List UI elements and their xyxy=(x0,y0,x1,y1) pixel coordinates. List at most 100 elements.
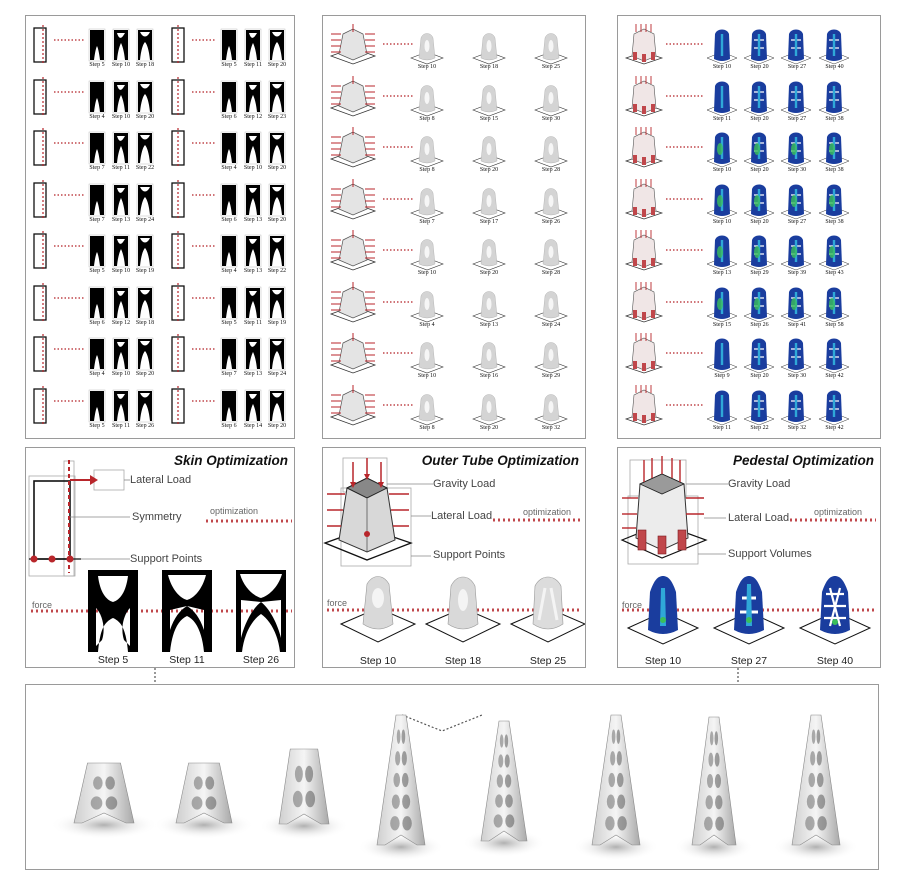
step-caption: Step 29 xyxy=(750,270,769,276)
tube-study-row: Step 10 Step 20 Step 28 xyxy=(323,230,585,282)
step-caption: Step 11 xyxy=(244,62,262,68)
step-caption: Step 22 xyxy=(135,165,155,171)
tube-diagram xyxy=(323,457,585,643)
step-caption: Step 10 xyxy=(712,167,732,173)
step-caption: Step 11 xyxy=(112,422,130,429)
step-caption: Step 20 xyxy=(479,424,499,431)
step-caption: Step 20 xyxy=(750,115,769,122)
step-caption: Step 26 xyxy=(750,321,769,328)
skin-study-row: Step 5 Step 10 Step 19 Step 4 Step 13 Step 22 xyxy=(26,230,294,282)
step-caption: Step 8 xyxy=(419,115,435,122)
step-caption: Step 7 xyxy=(221,371,237,377)
step-caption: Step 6 xyxy=(221,422,237,429)
step-caption: Step 58 xyxy=(825,321,844,328)
step-caption: Step 19 xyxy=(135,268,155,274)
final-towers-panel xyxy=(25,684,879,870)
pedestal-step-render xyxy=(798,576,872,645)
step-caption: Step 8 xyxy=(419,167,435,173)
step-caption: Step 26 xyxy=(541,218,561,225)
step-caption: Step 18 xyxy=(135,319,155,326)
skin-studies-panel: Step 5 Step 10 Step 18 Step 5 Step 11 Step 20… xyxy=(25,15,295,439)
step-caption: Step 26 xyxy=(135,422,155,429)
step-caption: Step 19 xyxy=(267,319,287,326)
step-caption: Step 20 xyxy=(267,422,287,429)
step-caption: Step 7 xyxy=(89,216,105,223)
lateral-load-label: Lateral Load xyxy=(431,510,493,522)
lateral-load-label: Lateral Load xyxy=(728,512,790,524)
step-caption: Step 15 xyxy=(479,115,499,122)
support-points-label: Support Points xyxy=(433,549,506,561)
step-caption: Step 13 xyxy=(111,216,131,223)
pedestal-study-row: Step 11 Step 22 Step 32 Step 42 xyxy=(618,384,880,437)
gravity-load-label: Gravity Load xyxy=(728,478,791,490)
step-caption: Step 38 xyxy=(825,218,844,225)
tube-step-render xyxy=(339,576,417,643)
skin-study-row: Step 5 Step 10 Step 18 Step 5 Step 11 Step 20 xyxy=(26,24,294,76)
step-caption: Step 32 xyxy=(787,424,807,431)
skin-study-graphics xyxy=(33,282,286,322)
pedestal-step-label: Step 27 xyxy=(730,655,768,667)
step-caption: Step 14 xyxy=(243,422,263,429)
step-caption: Step 22 xyxy=(750,424,769,431)
pedestal-study-row: Step 9 Step 20 Step 30 Step 42 xyxy=(618,333,880,385)
tower-render xyxy=(153,762,255,839)
step-caption: Step 5 xyxy=(221,319,237,326)
step-caption: Step 28 xyxy=(541,167,561,173)
tube-study-graphics xyxy=(329,230,568,271)
tube-step-label: Step 18 xyxy=(444,655,482,667)
tube-study-row: Step 10 Step 18 Step 25 xyxy=(323,24,585,76)
step-caption: Step 4 xyxy=(89,371,105,377)
step-caption: Step 30 xyxy=(787,167,807,173)
step-caption: Step 42 xyxy=(825,424,844,431)
step-caption: Step 13 xyxy=(243,371,263,377)
skin-step-label: Step 26 xyxy=(242,654,280,666)
optimization-label: optimization xyxy=(210,506,259,516)
step-caption: Step 10 xyxy=(111,268,131,274)
step-caption: Step 29 xyxy=(541,373,561,379)
step-caption: Step 15 xyxy=(712,321,732,328)
pedestal-step-render xyxy=(626,576,700,645)
pedestal-study-row: Step 15 Step 26 Step 41 Step 58 xyxy=(618,281,880,334)
skin-study-row: Step 7 Step 11 Step 22 Step 4 Step 10 Step 20 xyxy=(26,127,294,179)
step-caption: Step 4 xyxy=(221,165,237,171)
step-caption: Step 20 xyxy=(267,165,287,171)
step-caption: Step 24 xyxy=(541,321,561,328)
step-caption: Step 4 xyxy=(221,268,237,274)
step-caption: Step 6 xyxy=(221,216,237,223)
force-label: force xyxy=(32,600,53,610)
step-caption: Step 13 xyxy=(712,270,732,276)
step-caption: Step 28 xyxy=(541,270,561,276)
step-caption: Step 11 xyxy=(112,165,130,171)
skin-step-26-shape xyxy=(236,570,286,652)
step-caption: Step 23 xyxy=(267,113,287,120)
step-caption: Step 40 xyxy=(825,64,844,70)
step-caption: Step 11 xyxy=(713,115,731,122)
step-caption: Step 32 xyxy=(541,424,561,431)
panel-title: Outer Tube Optimization xyxy=(421,453,579,468)
step-caption: Step 20 xyxy=(479,270,499,276)
step-caption: Step 20 xyxy=(750,218,769,225)
pedestal-step-label: Step 40 xyxy=(816,655,854,667)
step-caption: Step 12 xyxy=(243,113,263,120)
tube-study-row: Step 4 Step 13 Step 24 xyxy=(323,281,585,334)
step-caption: Step 13 xyxy=(243,268,263,274)
tube-studies-panel: Step 10 Step 18 Step 25 Step 8 Step 15 Step 3… xyxy=(322,15,586,439)
step-caption: Step 30 xyxy=(541,115,561,122)
step-caption: Step 22 xyxy=(267,268,287,274)
pedestal-step-label: Step 10 xyxy=(644,655,682,667)
tube-study-row: Step 7 Step 17 Step 26 xyxy=(323,178,585,231)
tower-render xyxy=(357,714,445,861)
step-caption: Step 27 xyxy=(787,64,807,70)
step-caption: Step 5 xyxy=(89,422,105,429)
towers-render xyxy=(50,714,860,861)
step-caption: Step 42 xyxy=(825,373,844,379)
step-caption: Step 6 xyxy=(221,113,237,120)
step-caption: Step 7 xyxy=(419,218,435,225)
step-caption: Step 5 xyxy=(89,268,105,274)
skin-step-5-shape xyxy=(88,570,138,652)
step-caption: Step 16 xyxy=(479,373,499,379)
pedestal-step-render xyxy=(712,576,786,645)
tube-study-row: Step 10 Step 16 Step 29 xyxy=(323,333,585,385)
pedestal-study-graphics xyxy=(624,281,850,322)
skin-study-graphics xyxy=(33,179,286,219)
